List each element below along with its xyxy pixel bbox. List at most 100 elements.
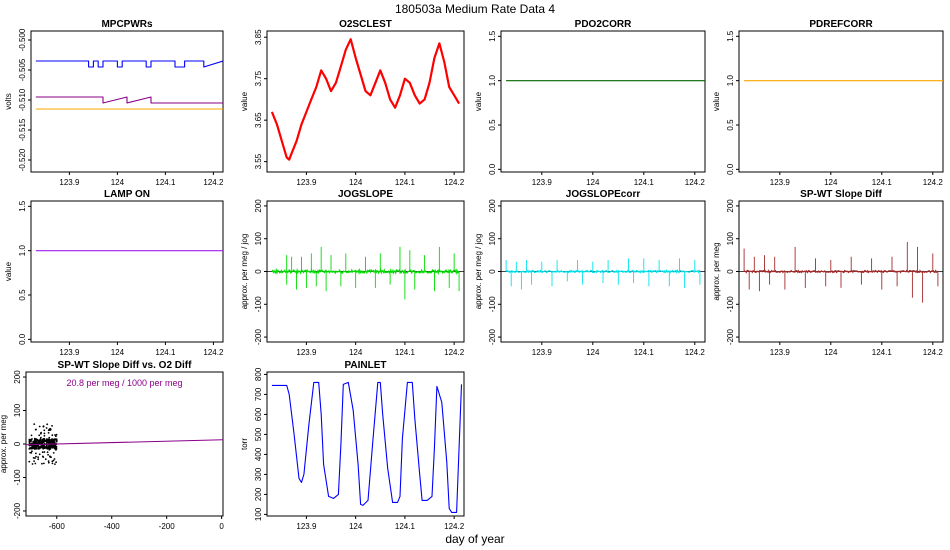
x-tick-label: 124 — [111, 178, 125, 187]
scatter-point — [47, 441, 49, 444]
scatter-point — [47, 453, 49, 456]
panel-1: MPCPWRs volts -0.520 -0.515 -0.510 -0.505 -0.5… — [4, 19, 224, 187]
scatter-point — [32, 440, 35, 443]
scatter-point — [39, 441, 42, 444]
y-tick-label: 200 — [726, 199, 735, 213]
scatter-point — [49, 440, 52, 443]
x-tick-label: 124.2 — [923, 348, 944, 357]
scatter-point — [55, 447, 58, 450]
y-tick-label: 500 — [254, 427, 263, 441]
y-axis-label: value — [240, 91, 249, 111]
y-tick-label: -100 — [726, 296, 735, 313]
panels: MPCPWRs volts -0.520 -0.515 -0.510 -0.505 -0.5… — [0, 19, 944, 531]
y-axis-label: approx. per meg — [0, 415, 8, 473]
scatter-point — [35, 455, 37, 458]
plot-area — [270, 38, 461, 161]
y-tick-label: -0.505 — [18, 58, 27, 81]
y-tick-label: 200 — [254, 487, 263, 501]
scatter-point — [37, 439, 39, 442]
scatter-point — [54, 463, 56, 465]
panel-title: SP-WT Slope Diff — [800, 189, 882, 200]
scatter-point — [42, 456, 45, 458]
x-tick-label: 124 — [349, 522, 363, 531]
panel-title: JOGSLOPE — [338, 189, 393, 200]
y-tick-label: -100 — [13, 469, 22, 486]
scatter-point — [43, 437, 46, 440]
series-noise — [506, 269, 701, 275]
x-tick-label: 0 — [219, 522, 224, 531]
x-tick-label: 123.9 — [532, 178, 553, 187]
x-tick-label: 124.2 — [444, 348, 465, 357]
panel-6: JOGSLOPE approx. per meg / jog -200 -100 0 10… — [240, 189, 465, 357]
scatter-point — [42, 425, 45, 428]
panel-3: PDO2CORR value 0.0 0.5 1.0 1.5 123.9 124 124.1 12… — [474, 19, 706, 187]
scatter-point — [35, 438, 38, 441]
scatter-point — [31, 450, 33, 453]
scatter-point — [37, 456, 39, 459]
x-tick-label: 124.1 — [634, 178, 655, 187]
scatter-point — [35, 442, 37, 445]
scatter-point — [30, 434, 33, 437]
scatter-point — [55, 433, 58, 436]
x-tick-label: 124.2 — [444, 522, 465, 531]
scatter-point — [49, 447, 52, 450]
scatter-point — [41, 451, 44, 454]
y-tick-label: 3.85 — [254, 29, 263, 45]
y-tick-label: -200 — [13, 502, 22, 519]
y-tick-label: 0 — [488, 269, 497, 274]
scatter-point — [34, 446, 37, 448]
scatter-point — [48, 436, 51, 439]
y-tick-label: 100 — [254, 507, 263, 521]
x-tick-label: 124.1 — [634, 348, 655, 357]
scatter-point — [53, 458, 56, 460]
panel-title: PAINLET — [344, 360, 386, 371]
x-tick-label: 123.9 — [296, 178, 317, 187]
y-tick-label: 1.0 — [488, 75, 497, 87]
y-tick-label: -0.500 — [18, 28, 27, 51]
scatter-point — [44, 458, 47, 461]
scatter-point — [41, 445, 43, 448]
y-tick-label: 1.5 — [726, 30, 735, 42]
y-tick-label: 1.5 — [18, 200, 27, 212]
series-line — [270, 38, 461, 161]
scatter-point — [55, 445, 58, 448]
scatter-point — [43, 434, 46, 437]
scatter-point — [31, 463, 34, 465]
panel-title: MPCPWRs — [101, 19, 153, 30]
scatter-point — [43, 432, 46, 435]
y-axis-label: value — [712, 91, 721, 111]
y-axis-label: volts — [4, 93, 13, 109]
x-tick-label: 124.2 — [203, 348, 224, 357]
scatter-point — [54, 434, 56, 436]
plot-frame — [266, 30, 465, 173]
scatter-point — [49, 439, 52, 441]
scatter-point — [31, 447, 33, 449]
fit-annotation: 20.8 per meg / 1000 per meg — [66, 378, 182, 388]
x-tick-label: 124.2 — [685, 178, 706, 187]
scatter-point — [43, 447, 46, 449]
x-tick-label: 123.9 — [59, 348, 80, 357]
x-tick-label: 123.9 — [770, 348, 791, 357]
scatter-point — [34, 440, 37, 442]
panel-title: JOGSLOPEcorr — [566, 189, 641, 200]
scatter-point — [32, 457, 35, 459]
panel-10: PAINLET torr 100 200 300 400 500 600 700 800 123.9… — [240, 360, 465, 531]
scatter-point — [51, 425, 53, 427]
plot-area — [501, 258, 705, 290]
scatter-point — [44, 439, 47, 442]
panel-9: SP-WT Slope Diff vs. O2 Diff approx. per … — [0, 360, 224, 531]
y-tick-label: -100 — [488, 296, 497, 313]
x-tick-label: 124 — [586, 178, 600, 187]
x-tick-label: 124.1 — [155, 178, 176, 187]
scatter-point — [43, 462, 45, 465]
plot-frame — [266, 371, 465, 517]
panel-5: LAMP ON value 0.0 0.5 1.0 1.5 123.9 124 124.1 124… — [4, 189, 224, 357]
panel-title: LAMP ON — [104, 189, 150, 200]
scatter-point — [49, 428, 52, 431]
y-axis-label: value — [4, 261, 13, 281]
y-tick-label: 600 — [254, 407, 263, 421]
x-tick-label: 124.1 — [395, 348, 416, 357]
x-tick-label: -400 — [104, 522, 121, 531]
series-line — [35, 60, 223, 68]
scatter-point — [28, 460, 31, 463]
